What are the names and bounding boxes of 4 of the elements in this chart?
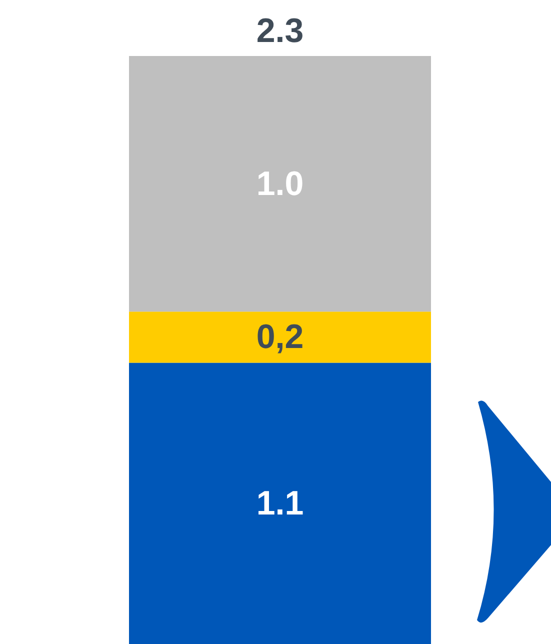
data-label: 1.1 (256, 484, 304, 522)
data-label: 0,2 (256, 318, 304, 356)
data-label: 1.0 (256, 164, 304, 203)
total-label: 2.3 (256, 12, 304, 50)
